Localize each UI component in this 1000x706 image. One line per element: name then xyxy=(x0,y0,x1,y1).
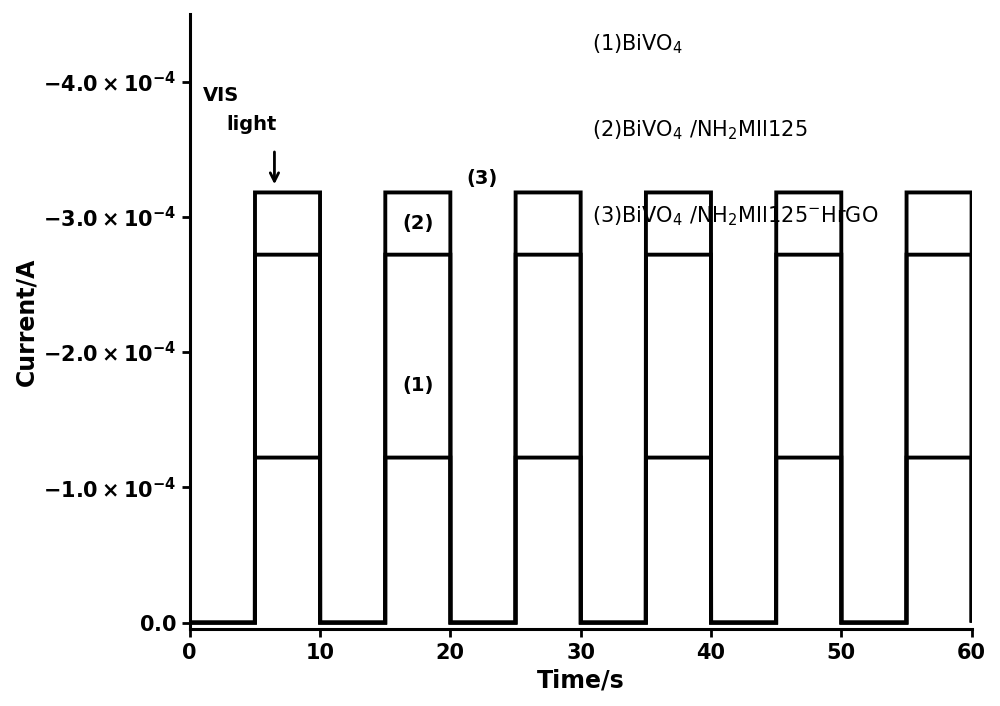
Text: $(1)\mathrm{BiVO_4}$: $(1)\mathrm{BiVO_4}$ xyxy=(592,32,683,56)
Y-axis label: Current/A: Current/A xyxy=(14,258,38,385)
Text: (2): (2) xyxy=(402,214,434,233)
Text: $(2)\mathrm{BiVO_4\ /NH_2MIl125}$: $(2)\mathrm{BiVO_4\ /NH_2MIl125}$ xyxy=(592,119,808,142)
Text: VIS: VIS xyxy=(203,85,239,104)
X-axis label: Time/s: Time/s xyxy=(537,668,625,692)
Text: (3): (3) xyxy=(466,169,497,189)
Text: light: light xyxy=(226,115,277,134)
Text: $(3)\mathrm{BiVO_4\ /NH_2MIl125^{-}HrGO}$: $(3)\mathrm{BiVO_4\ /NH_2MIl125^{-}HrGO}… xyxy=(592,205,879,228)
Text: (1): (1) xyxy=(402,376,434,395)
